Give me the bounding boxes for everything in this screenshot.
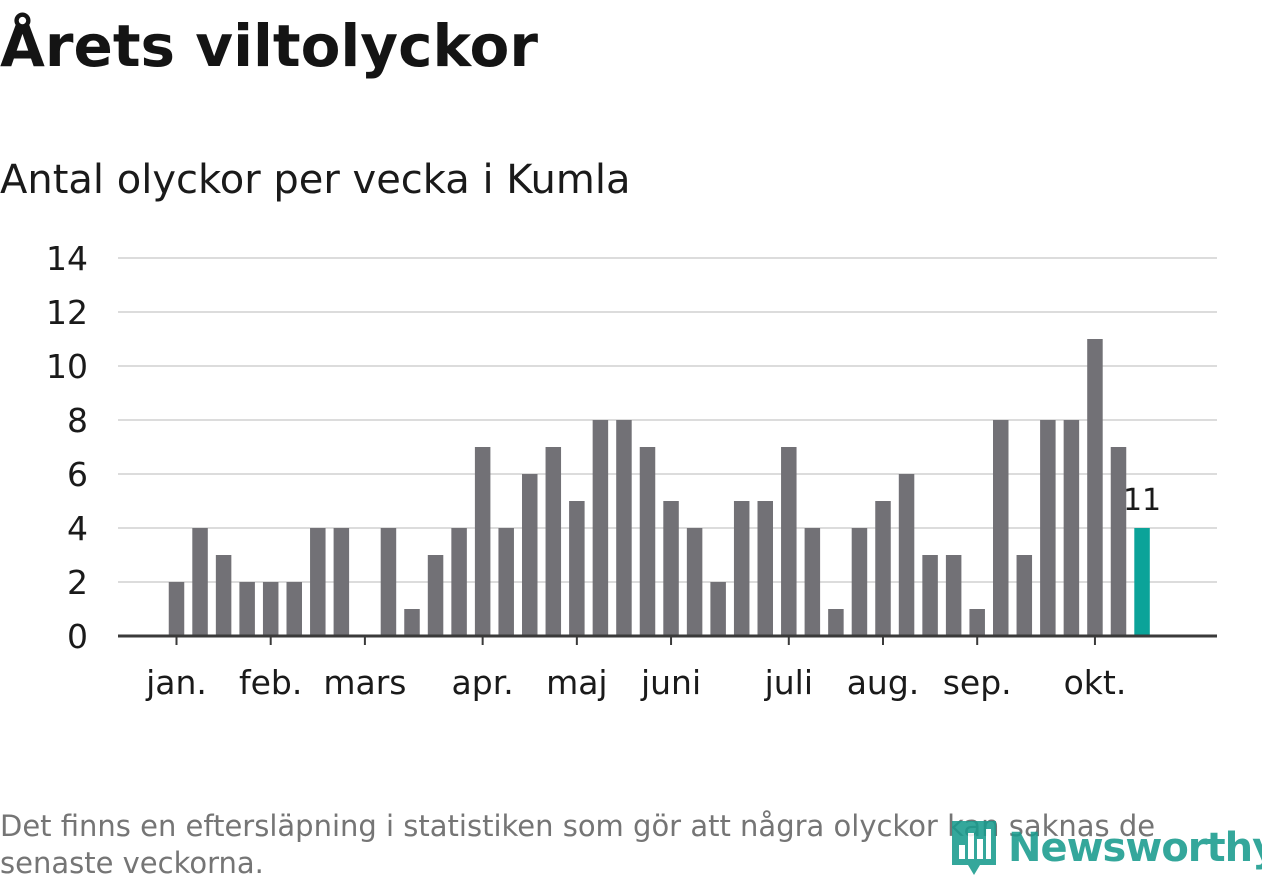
x-month-label: jan. [145,663,207,702]
bar [781,447,797,636]
bar [380,528,397,636]
y-tick-label: 12 [46,293,88,332]
bar [639,447,656,636]
x-month-label: sep. [943,663,1012,702]
y-tick-label: 8 [67,401,88,440]
x-month-label: juni [640,663,701,702]
bar [474,447,491,636]
bar [592,420,609,636]
bar [804,528,821,636]
bar-chart-icon [952,821,996,875]
bar [875,501,891,636]
x-month-label: maj [546,663,608,702]
bar [993,420,1009,636]
y-tick-label: 10 [46,347,88,386]
y-axis-tick-labels: 0 2 4 6 8 10 12 14 [46,239,88,656]
bar [898,474,915,636]
bar [310,528,326,636]
bar [616,420,632,636]
bar [522,474,538,636]
bar [451,528,467,636]
y-tick-label: 4 [67,509,88,548]
bar [404,609,420,636]
bar [192,528,208,636]
bar [922,555,938,636]
bar [1110,447,1127,636]
x-month-label: mars [323,663,406,702]
bar [945,555,962,636]
chart-subtitle: Antal olyckor per vecka i Kumla [0,157,631,203]
bar [427,555,444,636]
y-tick-label: 14 [46,239,88,278]
y-tick-label: 2 [67,563,88,602]
x-month-label: aug. [847,663,920,702]
bar [1063,420,1080,636]
bar [215,555,232,636]
bar-latest-week [1134,528,1150,636]
x-axis-ticks [175,636,1096,645]
bar [710,582,726,636]
bars [168,339,1150,636]
bar [1040,420,1056,636]
bar [498,528,514,636]
last-bar-value-label: 11 [1123,483,1161,518]
bar [1087,339,1103,636]
bar [851,528,868,636]
y-tick-label: 0 [67,617,88,656]
x-month-label: juli [764,663,813,702]
bar [828,609,844,636]
bar [1016,555,1033,636]
bar [333,528,350,636]
bar-chart: 0 2 4 6 8 10 12 14 jan. feb. mars apr. maj juni juli a… [46,239,1217,702]
bar [733,501,750,636]
x-month-label: feb. [239,663,302,702]
newsworthy-logo: Newsworthy [950,818,1262,878]
x-month-label: apr. [452,663,514,702]
bar [757,501,773,636]
bar [286,582,302,636]
bar [168,582,185,636]
y-tick-label: 6 [67,455,88,494]
logo-text: Newsworthy [1008,825,1262,871]
bar [663,501,679,636]
bar [969,609,985,636]
bar [239,582,255,636]
chart-title: Årets viltolyckor [0,12,538,80]
bar [569,501,585,636]
bar [262,582,279,636]
x-axis-month-labels: jan. feb. mars apr. maj juni juli aug. sep. okt. [145,663,1126,702]
bar [686,528,703,636]
bar [545,447,562,636]
x-month-label: okt. [1064,663,1127,702]
